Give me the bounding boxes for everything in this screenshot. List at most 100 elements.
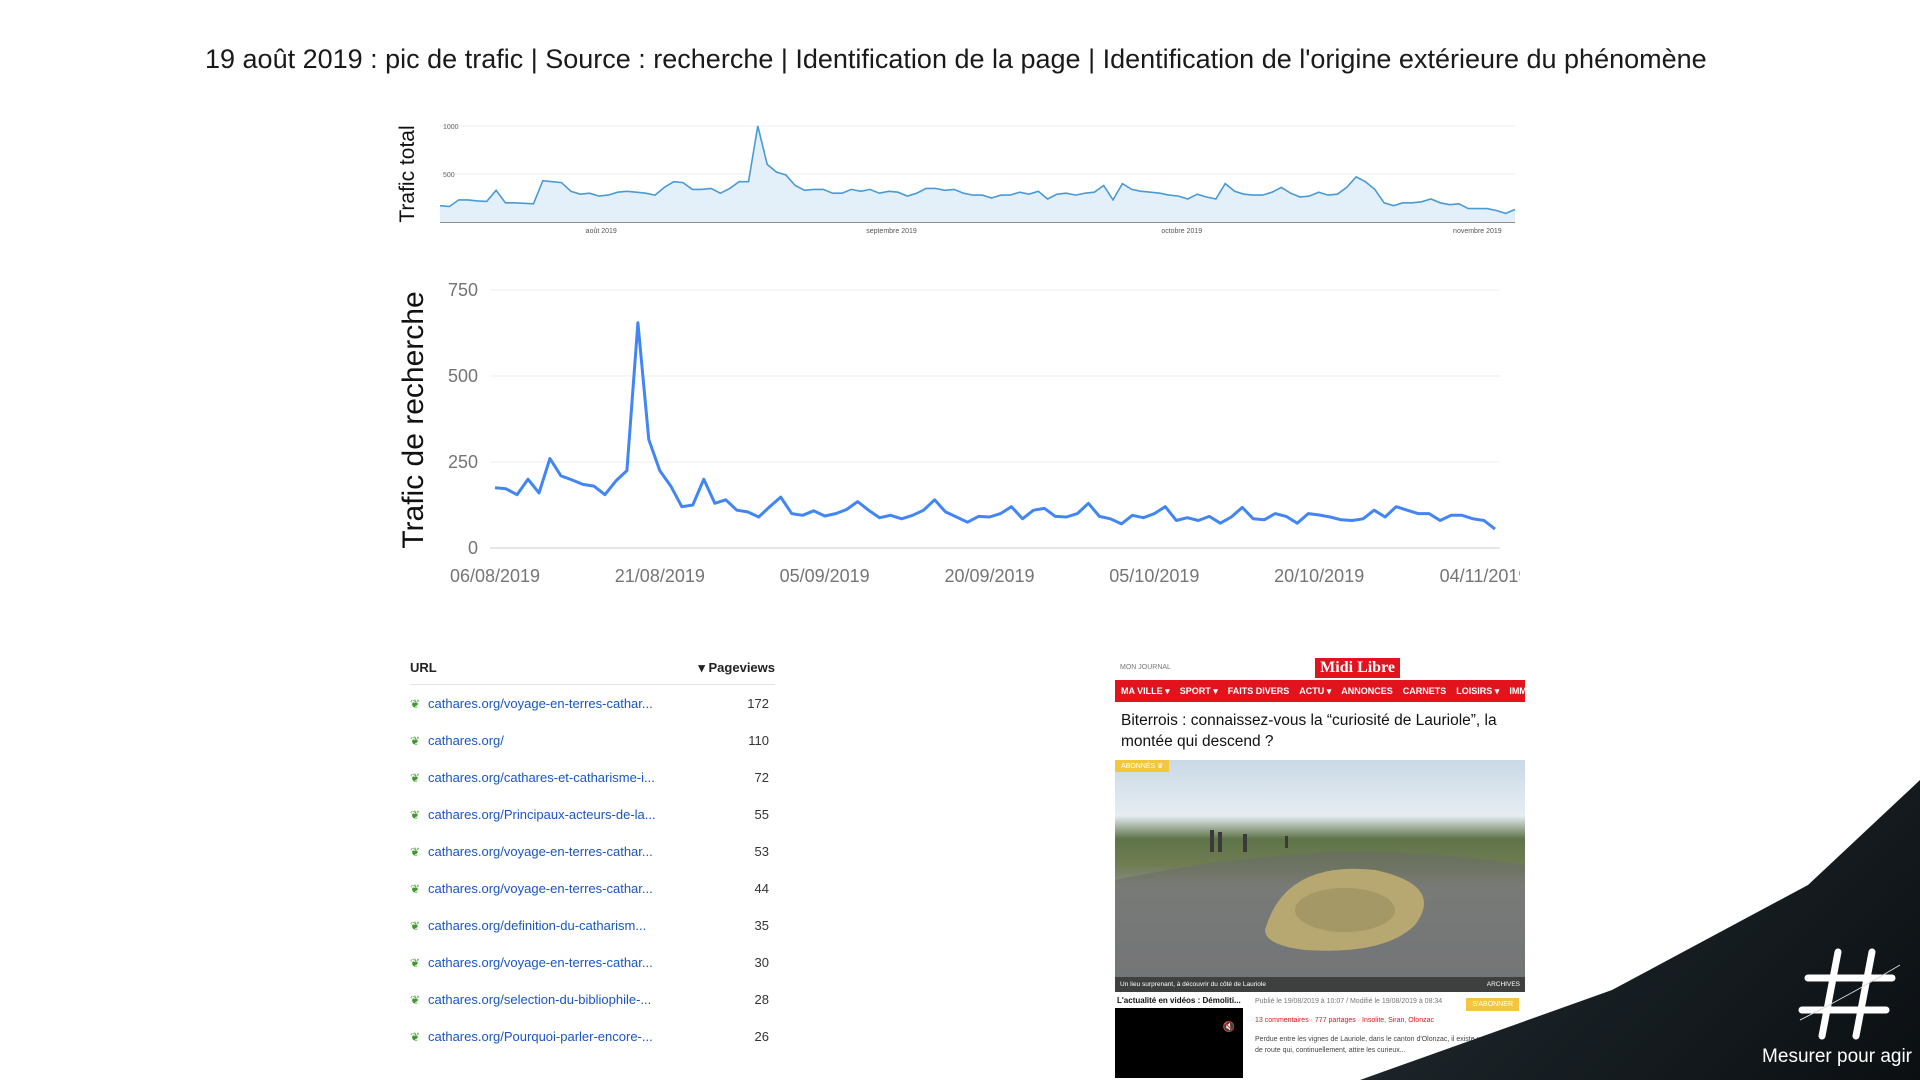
table-row[interactable]: ❦ cathares.org/Pourquoi-parler-encore-...…: [410, 1018, 775, 1055]
url-cell[interactable]: ❦ cathares.org/voyage-en-terres-cathar...: [410, 696, 653, 711]
url-cell[interactable]: ❦ cathares.org/: [410, 733, 504, 748]
slide-title: 19 août 2019 : pic de trafic | Source : …: [205, 44, 1707, 74]
article-body: Perdue entre les vignes de Lauriole, dan…: [1255, 1036, 1512, 1054]
y-tick-label: 0: [468, 538, 478, 558]
total-traffic-area: [440, 126, 1515, 222]
article-headline[interactable]: Biterrois : connaissez-vous la “curiosit…: [1121, 712, 1497, 750]
url-text[interactable]: cathares.org/voyage-en-terres-cathar...: [428, 955, 653, 970]
table-row[interactable]: ❦ cathares.org/voyage-en-terres-cathar...…: [410, 685, 775, 722]
url-cell[interactable]: ❦ cathares.org/Pourquoi-parler-encore-...: [410, 1029, 653, 1044]
x-tick-label: 04/11/2019: [1440, 566, 1520, 586]
url-cell[interactable]: ❦ cathares.org/voyage-en-terres-cathar...: [410, 881, 653, 896]
url-text[interactable]: cathares.org/: [428, 733, 504, 748]
url-text[interactable]: cathares.org/Principaux-acteurs-de-la...: [428, 807, 656, 822]
total-traffic-chart: 500 1000 août 2019 septembre 2019 octobre 2…: [396, 124, 1516, 235]
nav-item[interactable]: FAITS DIVERS: [1227, 686, 1290, 696]
table-row[interactable]: ❦ cathares.org/110: [410, 722, 775, 759]
pageviews-column-header[interactable]: ▾ Pageviews: [698, 660, 775, 675]
pageviews-cell: 44: [754, 881, 769, 896]
video-label[interactable]: L'actualité en vidéos : Démoliti...: [1117, 996, 1241, 1005]
leaf-icon: ❦: [410, 992, 421, 1007]
url-text[interactable]: cathares.org/voyage-en-terres-cathar...: [428, 844, 653, 859]
table-row[interactable]: ❦ cathares.org/cathares-et-catharisme-i..…: [410, 759, 775, 796]
pageviews-cell: 172: [747, 696, 769, 711]
article-stats[interactable]: 13 commentaires · 777 partages · Insolit…: [1255, 1017, 1434, 1024]
video-player[interactable]: 🔇: [1115, 1008, 1243, 1078]
road-illustration: [1115, 830, 1525, 992]
y-tick-label: 750: [448, 280, 478, 300]
y-tick-label: 500: [443, 172, 455, 179]
subscribe-button[interactable]: S'ABONNER: [1466, 998, 1519, 1011]
my-journal-link[interactable]: MON JOURNAL: [1120, 664, 1171, 671]
y-tick-label: 250: [448, 452, 478, 472]
x-tick-label: 21/08/2019: [615, 566, 705, 586]
article-topbar: MON JOURNAL Midi Libre: [1115, 655, 1525, 680]
url-cell[interactable]: ❦ cathares.org/Principaux-acteurs-de-la..…: [410, 807, 656, 822]
url-text[interactable]: cathares.org/voyage-en-terres-cathar...: [428, 881, 653, 896]
x-tick-label: août 2019: [586, 228, 617, 235]
nav-item[interactable]: SPORT ▾: [1179, 685, 1218, 696]
leaf-icon: ❦: [410, 955, 421, 970]
nav-item[interactable]: MA VILLE ▾: [1121, 685, 1170, 696]
x-tick-label: 20/10/2019: [1274, 566, 1364, 586]
url-text[interactable]: cathares.org/definition-du-catharism...: [428, 918, 647, 933]
url-cell[interactable]: ❦ cathares.org/definition-du-catharism...: [410, 918, 646, 933]
y-tick-label: 500: [448, 366, 478, 386]
total-traffic-axis-label: Trafic total: [396, 125, 419, 222]
pageviews-cell: 110: [748, 733, 769, 748]
leaf-icon: ❦: [410, 807, 421, 822]
nav-item[interactable]: IMMO: [1509, 686, 1525, 696]
x-tick-label: 05/09/2019: [780, 566, 870, 586]
search-traffic-axis-label: Trafic de recherche: [397, 291, 430, 548]
url-text[interactable]: cathares.org/cathares-et-catharisme-i...: [428, 770, 655, 785]
x-tick-label: novembre 2019: [1453, 228, 1502, 235]
search-traffic-line: [494, 321, 1496, 531]
article-photo: ABONNÉS ♛ Un lieu surprenant, à découvri…: [1115, 760, 1525, 992]
leaf-icon: ❦: [410, 881, 421, 896]
pageviews-cell: 35: [754, 918, 769, 933]
pageviews-table: URL ▾ Pageviews ❦ cathares.org/voyage-en-…: [410, 660, 775, 1055]
url-text[interactable]: cathares.org/Pourquoi-parler-encore-...: [428, 1029, 653, 1044]
pageviews-cell: 28: [754, 992, 769, 1007]
nav-item[interactable]: CARNETS: [1402, 686, 1447, 696]
pageviews-cell: 53: [754, 844, 769, 859]
midi-libre-logo[interactable]: Midi Libre: [1315, 657, 1400, 678]
nav-item[interactable]: ANNONCES: [1341, 686, 1393, 696]
url-cell[interactable]: ❦ cathares.org/voyage-en-terres-cathar...: [410, 955, 653, 970]
url-cell[interactable]: ❦ cathares.org/selection-du-bibliophile-.…: [410, 992, 651, 1007]
x-tick-label: septembre 2019: [866, 228, 917, 235]
url-text[interactable]: cathares.org/voyage-en-terres-cathar...: [428, 696, 653, 711]
x-tick-label: 06/08/2019: [450, 566, 540, 586]
table-row[interactable]: ❦ cathares.org/definition-du-catharism...…: [410, 907, 775, 944]
table-header: URL ▾ Pageviews: [410, 660, 775, 685]
midi-libre-article: MON JOURNAL Midi Libre MA VILLE ▾ SPORT ▾…: [1115, 655, 1525, 1080]
table-row[interactable]: ❦ cathares.org/voyage-en-terres-cathar...…: [410, 870, 775, 907]
article-meta: S'ABONNER Publié le 19/08/2019 à 10:07 /…: [1243, 992, 1525, 1080]
hashtag-logo: [1798, 948, 1901, 1040]
x-tick-label: 05/10/2019: [1109, 566, 1199, 586]
article-nav: MA VILLE ▾ SPORT ▾ FAITS DIVERS ACTU ▾ ANNON…: [1115, 680, 1525, 702]
photo-archives: ARCHIVES: [1486, 981, 1520, 988]
url-cell[interactable]: ❦ cathares.org/cathares-et-catharisme-i..…: [410, 770, 655, 785]
table-row[interactable]: ❦ cathares.org/Principaux-acteurs-de-la..…: [410, 796, 775, 833]
table-row[interactable]: ❦ cathares.org/selection-du-bibliophile-.…: [410, 981, 775, 1018]
nav-item[interactable]: ACTU ▾: [1299, 685, 1332, 696]
url-cell[interactable]: ❦ cathares.org/voyage-en-terres-cathar...: [410, 844, 653, 859]
subscribers-badge: ABONNÉS ♛: [1115, 760, 1170, 772]
pageviews-cell: 26: [754, 1029, 769, 1044]
mute-icon[interactable]: 🔇: [1222, 1022, 1235, 1033]
table-row[interactable]: ❦ cathares.org/voyage-en-terres-cathar...…: [410, 944, 775, 981]
leaf-icon: ❦: [410, 1029, 421, 1044]
publish-date: Publié le 19/08/2019 à 10:07 / Modifié l…: [1255, 998, 1443, 1005]
article-bottom: L'actualité en vidéos : Démoliti... 🔇 S'…: [1115, 992, 1525, 1080]
table-row[interactable]: ❦ cathares.org/voyage-en-terres-cathar...…: [410, 833, 775, 870]
url-text[interactable]: cathares.org/selection-du-bibliophile-..…: [428, 992, 652, 1007]
x-tick-label: octobre 2019: [1161, 228, 1202, 235]
leaf-icon: ❦: [410, 770, 421, 785]
nav-item[interactable]: LOISIRS ▾: [1456, 685, 1500, 696]
x-tick-label: 20/09/2019: [944, 566, 1034, 586]
url-column-header[interactable]: URL: [410, 660, 437, 675]
leaf-icon: ❦: [410, 733, 421, 748]
photo-caption: Un lieu surprenant, à découvrir du côté …: [1115, 977, 1525, 992]
tagline: Mesurer pour agir: [1762, 1046, 1912, 1067]
